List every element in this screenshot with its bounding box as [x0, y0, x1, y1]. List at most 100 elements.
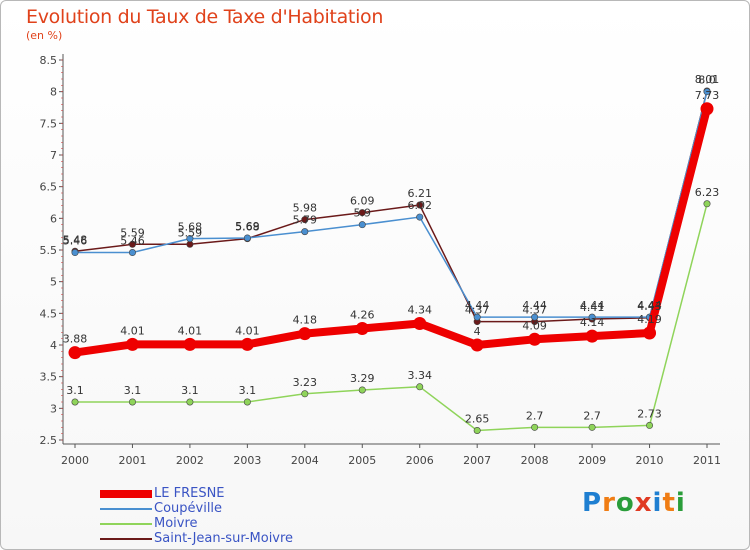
x-tick-label: 2003: [233, 454, 261, 467]
data-point: [703, 88, 711, 96]
x-tick-label: 2009: [578, 454, 606, 467]
data-label: 3.1: [124, 384, 142, 397]
legend-label: LE FRESNE: [154, 486, 225, 501]
data-point: [643, 326, 657, 340]
legend-swatch: [100, 490, 152, 498]
data-point: [183, 337, 197, 351]
x-tick-label: 2006: [406, 454, 434, 467]
y-tick-label: 7: [50, 149, 57, 162]
series-line: [75, 203, 708, 432]
data-point: [528, 332, 542, 346]
data-point: [68, 346, 82, 360]
data-label: 2.7: [583, 409, 601, 422]
data-point: [531, 313, 539, 321]
data-label: 4.41: [580, 301, 605, 314]
data-point: [700, 102, 714, 116]
brand-letter: t: [662, 488, 676, 518]
legend-label: Coupéville: [154, 501, 223, 516]
x-tick-label: 2002: [176, 454, 204, 467]
data-label: 4.01: [178, 324, 203, 337]
y-tick-label: 6.5: [40, 181, 58, 194]
data-label: 4.44: [637, 299, 662, 312]
data-label: 5.46: [63, 235, 88, 248]
data-label: 3.34: [407, 369, 432, 382]
data-label: 3.1: [66, 384, 84, 397]
y-tick-label: 8: [50, 86, 57, 99]
data-point: [413, 316, 427, 330]
data-point: [703, 200, 711, 208]
brand-letter: x: [634, 488, 653, 518]
x-tick-label: 2010: [636, 454, 664, 467]
data-label: 4.01: [235, 324, 260, 337]
y-tick-label: 5: [50, 276, 57, 289]
data-point: [355, 322, 369, 336]
data-label: 5.46: [120, 235, 145, 248]
y-tick-label: 4: [50, 339, 57, 352]
data-point: [125, 337, 139, 351]
y-tick-label: 3: [50, 402, 57, 415]
brand-letter: P: [582, 488, 603, 518]
data-point: [301, 390, 309, 398]
data-label: 4.18: [293, 314, 318, 327]
data-point: [588, 313, 596, 321]
data-point: [71, 398, 79, 406]
data-point: [301, 216, 309, 224]
data-label: 2.73: [637, 407, 662, 420]
data-label: 3.88: [63, 333, 88, 346]
y-tick-label: 3.5: [40, 371, 58, 384]
data-label: 4.43: [637, 300, 662, 313]
data-label: 4.26: [350, 309, 375, 322]
x-tick-label: 2004: [291, 454, 319, 467]
data-point: [416, 213, 424, 221]
data-point: [186, 398, 194, 406]
data-point: [470, 338, 484, 352]
data-label: 7.73: [695, 89, 720, 102]
data-label: 5.59: [120, 226, 145, 239]
data-point: [358, 386, 366, 394]
x-tick-label: 2000: [61, 454, 89, 467]
x-tick-label: 2008: [521, 454, 549, 467]
data-label: 4: [474, 325, 481, 338]
brand-letter: i: [652, 488, 663, 518]
data-point: [243, 234, 251, 242]
data-label: 4.37: [465, 304, 490, 317]
legend-label: Saint-Jean-sur-Moivre: [154, 531, 294, 546]
brand-letter: i: [675, 488, 686, 518]
series-line: [74, 90, 708, 323]
data-point: [71, 249, 79, 257]
data-point: [186, 235, 194, 243]
series-coup-ville: [71, 88, 711, 321]
data-label: 3.1: [239, 384, 257, 397]
brand-logo: Proxiti: [582, 488, 686, 518]
data-label: 3.1: [181, 384, 199, 397]
data-label: 5.48: [63, 233, 88, 246]
series-line: [75, 91, 708, 318]
data-point: [646, 421, 654, 429]
data-label: 4.44: [465, 299, 490, 312]
y-tick-label: 6: [50, 212, 57, 225]
data-label: 5.68: [235, 221, 260, 234]
x-tick-label: 2011: [693, 454, 721, 467]
legend-label: Moivre: [154, 516, 198, 531]
data-label: 6.21: [407, 187, 432, 200]
data-label: 4.19: [637, 313, 662, 326]
data-point: [243, 398, 251, 406]
series-saint-jean-sur-moivre: [71, 87, 711, 326]
data-label: 5.79: [293, 214, 318, 227]
data-point: [416, 201, 424, 209]
data-point: [531, 423, 539, 431]
data-point: [473, 426, 481, 434]
data-label: 5.98: [293, 202, 318, 215]
data-label: 3.23: [293, 376, 318, 389]
data-point: [358, 221, 366, 229]
data-label: 8.0: [698, 74, 716, 87]
data-label: 6.09: [350, 195, 375, 208]
series-moivre: [71, 200, 711, 434]
data-label: 8.01: [695, 73, 720, 86]
data-label: 5.59: [178, 226, 203, 239]
data-point: [240, 337, 254, 351]
data-labels-layer: 5.48 5.59 5.59 5.68 5.98 6.09 6.21 4.37 4.37 4.41…: [63, 73, 720, 425]
data-label: 4.37: [522, 304, 547, 317]
